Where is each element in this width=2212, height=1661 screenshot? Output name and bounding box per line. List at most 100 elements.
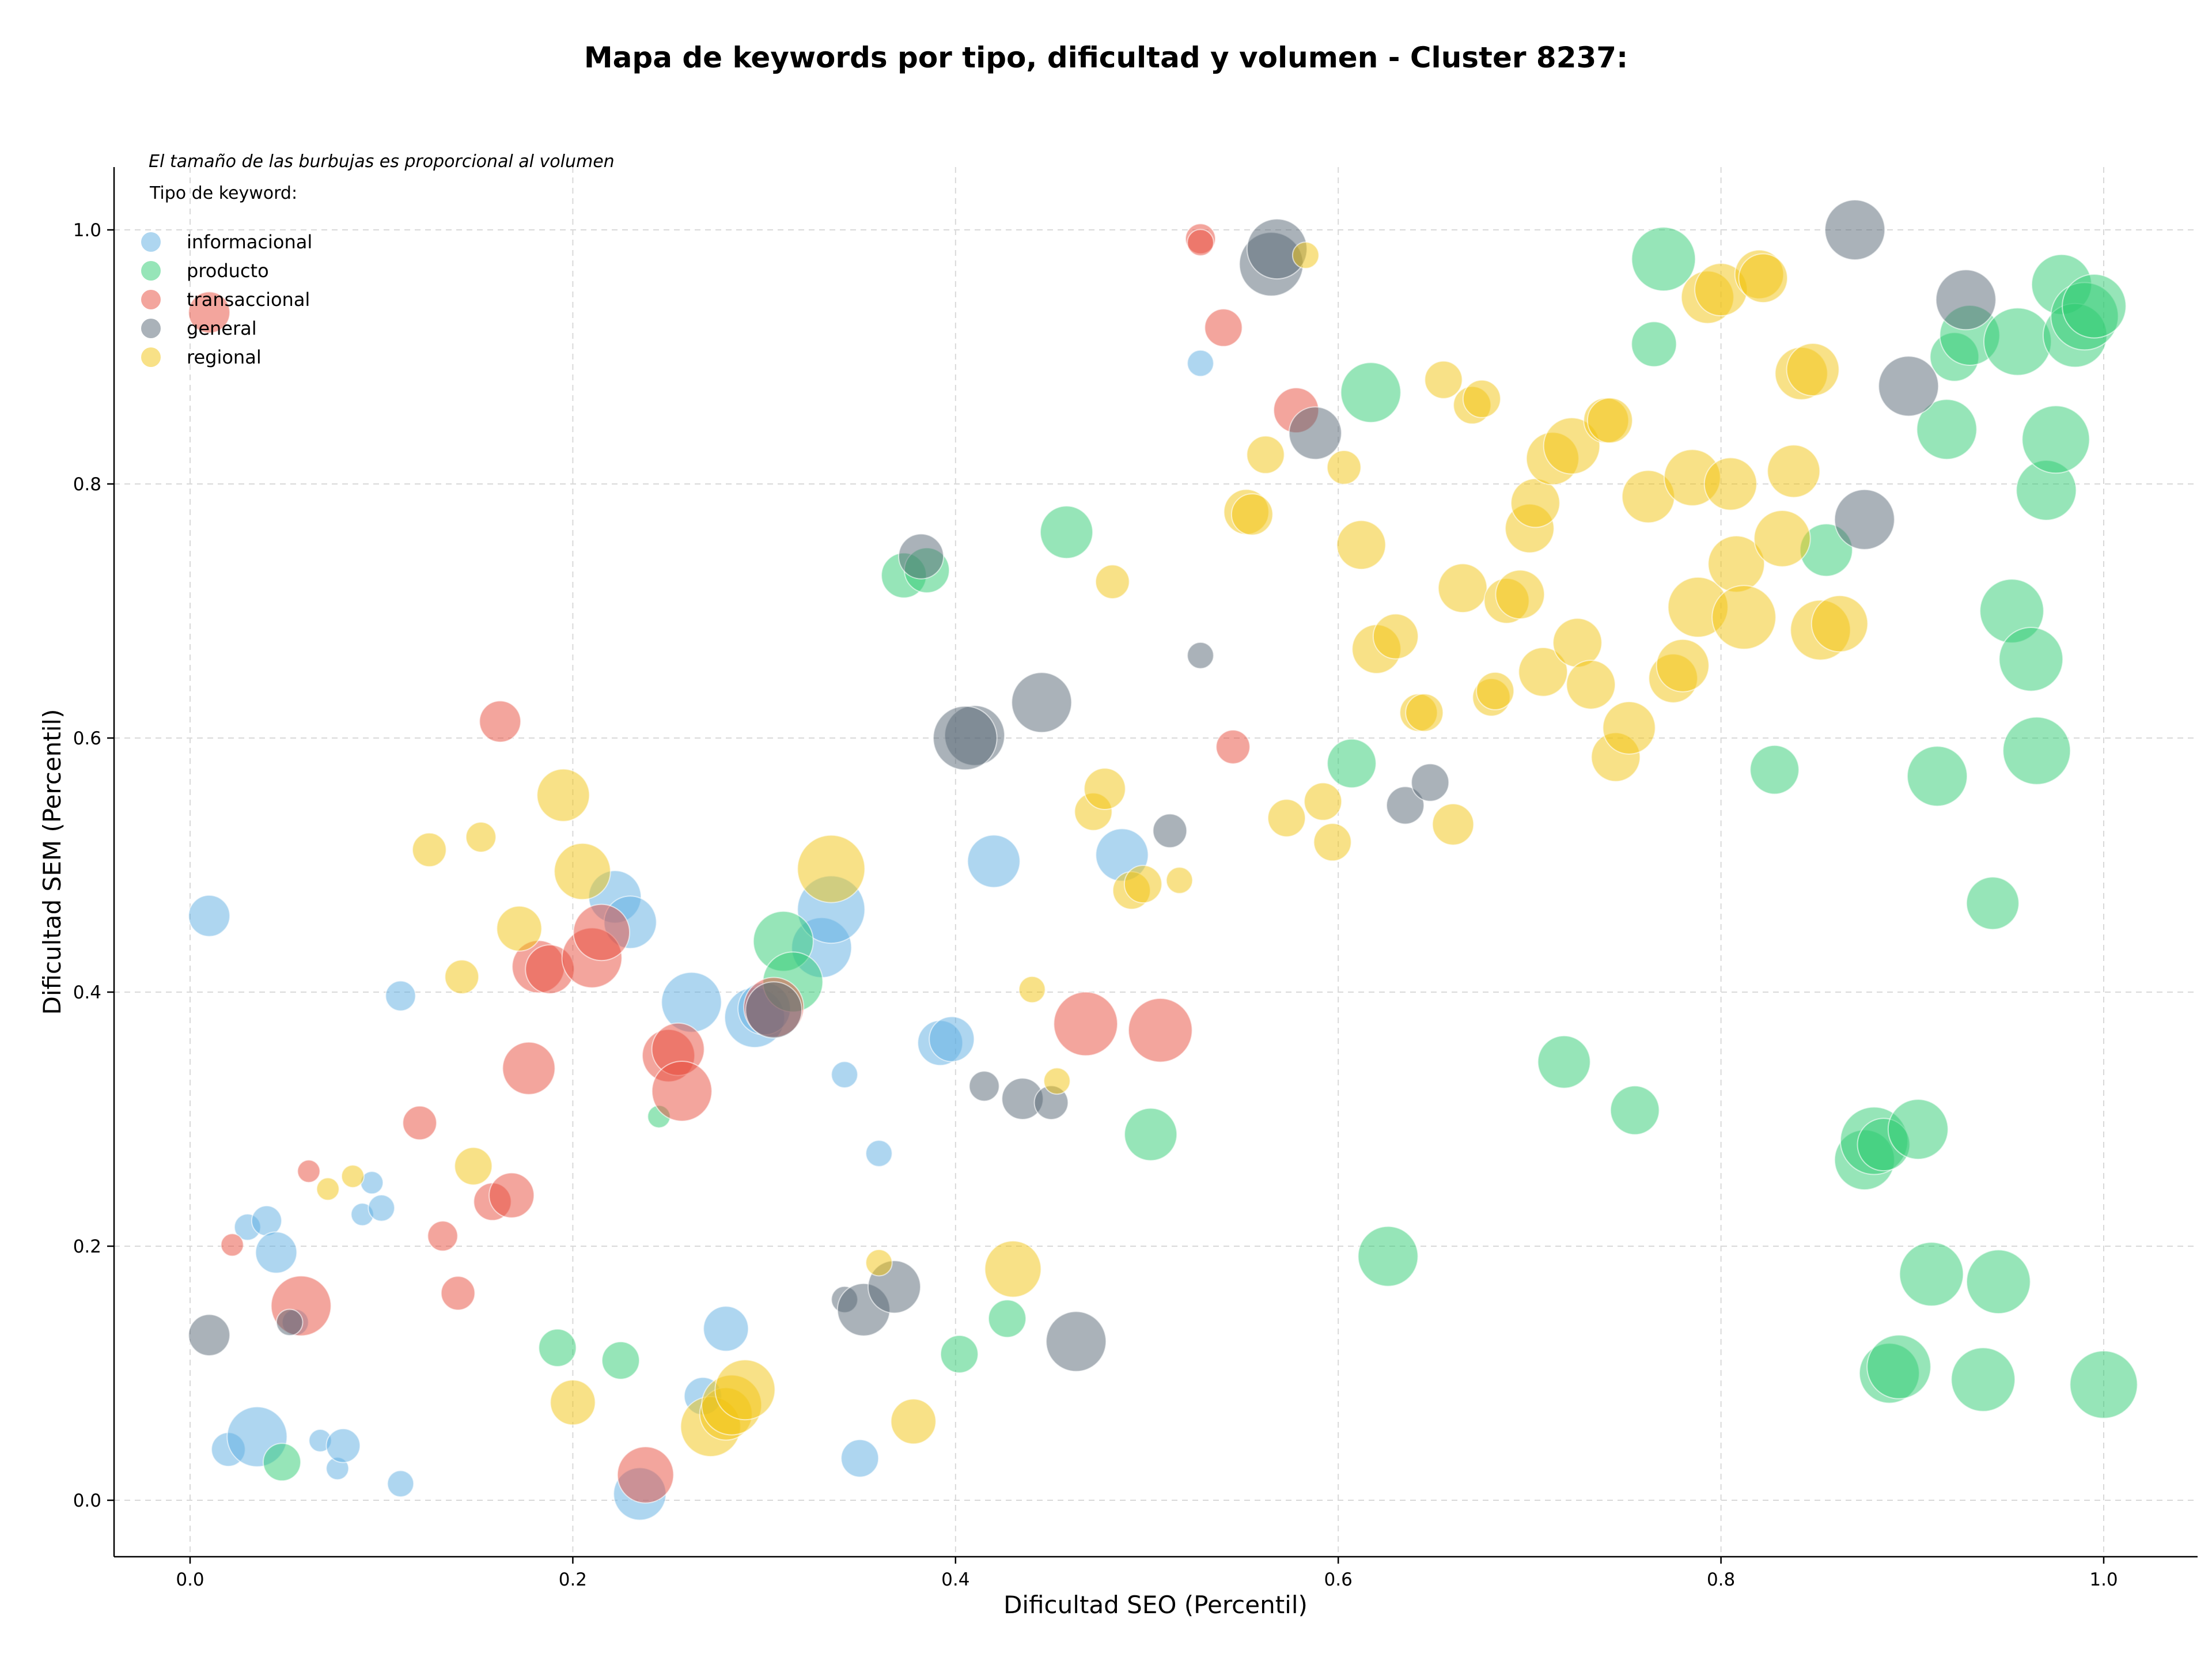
bubble-regional (1437, 563, 1488, 614)
bubble-producto (1887, 1099, 1949, 1160)
bubble-general (933, 705, 998, 771)
bubble-informacional (251, 1205, 282, 1236)
bubble-transaccional (427, 1220, 459, 1252)
bubble-informacional (967, 834, 1021, 888)
bubble-regional (1495, 569, 1546, 620)
y-axis-label: Dificultad SEM (Percentil) (38, 709, 66, 1015)
y-tick-label: 0.0 (73, 1490, 101, 1511)
bubble-producto (1357, 1225, 1419, 1287)
bubble-regional (550, 1379, 596, 1426)
bubble-regional (890, 1398, 937, 1445)
bubble-producto (1866, 1334, 1931, 1399)
series-regional (316, 241, 1869, 1458)
bubble-regional (1552, 618, 1603, 668)
bubble-general (1878, 355, 1940, 417)
legend-item-informacional: informacional (141, 231, 312, 253)
bubble-producto (2069, 1350, 2138, 1419)
bubble-producto (1899, 1242, 1964, 1307)
legend-marker (141, 232, 161, 252)
legend-title: Tipo de keyword: (149, 183, 297, 203)
bubble-general (968, 1070, 1000, 1102)
bubble-regional (412, 832, 447, 868)
bubble-transaccional (188, 291, 231, 334)
bubble-transaccional (402, 1105, 437, 1141)
legend-label: transaccional (187, 289, 310, 311)
legend: informacional producto transaccional genera… (141, 231, 312, 368)
legend-marker (141, 347, 161, 367)
bubble-general (1187, 641, 1214, 669)
bubble-regional (1304, 782, 1343, 821)
bubble-producto (1340, 362, 1402, 423)
bubble-regional (1336, 520, 1387, 570)
bubble-transaccional (502, 1041, 556, 1095)
legend-item-producto: producto (141, 260, 269, 282)
bubble-general (1824, 199, 1886, 260)
bubble-regional (1372, 613, 1419, 660)
bubble-regional (1510, 478, 1560, 528)
x-axis-label: Dificultad SEO (Percentil) (1003, 1591, 1308, 1619)
x-tick-label: 0.8 (1707, 1569, 1735, 1590)
bubble-general (1386, 786, 1425, 825)
bubble-transaccional (573, 903, 630, 962)
bubble-regional (1431, 803, 1475, 846)
bubble-regional (1043, 1067, 1071, 1095)
legend-item-regional: regional (141, 346, 262, 368)
bubble-producto (538, 1328, 577, 1367)
bubble-general (1152, 813, 1188, 849)
bubble-regional (1566, 660, 1616, 710)
bubble-regional (1267, 799, 1306, 838)
bubble-transaccional (220, 1233, 244, 1257)
bubble-producto (1749, 744, 1800, 795)
bubble-producto (1631, 226, 1696, 292)
bubble-producto (1327, 738, 1377, 789)
bubble-producto (263, 1443, 301, 1482)
bubble-regional (1313, 823, 1352, 862)
bubble-regional (1084, 767, 1126, 810)
bubble-producto (1907, 746, 1968, 807)
bubble-regional (554, 842, 611, 901)
bubble-size-note: El tamaño de las burbujas es proporciona… (149, 152, 615, 172)
bubble-regional (1165, 867, 1194, 894)
bubble-producto (2002, 716, 2071, 785)
bubble-regional (1246, 435, 1285, 474)
bubble-regional (454, 1147, 493, 1186)
legend-item-transaccional: transaccional (141, 289, 310, 311)
bubble-regional (1586, 397, 1633, 444)
bubble-producto (988, 1299, 1027, 1338)
bubble-general (745, 981, 802, 1039)
legend-marker (141, 290, 161, 309)
bubble-regional (1462, 379, 1501, 418)
bubble-informacional (255, 1231, 298, 1274)
bubble-general (1011, 672, 1073, 733)
bubble-producto (1950, 1347, 2016, 1412)
bubble-regional (1703, 457, 1758, 511)
bubble-regional (316, 1177, 340, 1201)
bubble-transaccional (616, 1446, 675, 1504)
bubble-layer (188, 199, 2138, 1521)
bubble-regional (444, 959, 480, 994)
bubble-informacional (865, 1140, 893, 1167)
x-axis-ticks: 0.0 0.2 0.4 0.6 0.8 1.0 (176, 1557, 2118, 1590)
bubble-producto (1040, 505, 1093, 559)
bubble-transaccional (297, 1159, 321, 1183)
legend-marker (141, 261, 161, 281)
bubble-transaccional (1204, 308, 1243, 347)
bubble-informacional (325, 1428, 361, 1463)
bubble-regional (714, 1359, 776, 1421)
bubble-transaccional (1215, 729, 1251, 765)
bubble-general (1834, 489, 1895, 550)
bubble-regional (1230, 493, 1274, 536)
bubble-transaccional (488, 1172, 535, 1219)
bubble-regional (865, 1248, 893, 1277)
bubble-informacional (188, 894, 231, 937)
bubble-producto (1965, 876, 2020, 930)
bubble-transaccional (440, 1276, 476, 1311)
bubble-regional (984, 1240, 1042, 1298)
bubble-producto (1966, 1249, 2031, 1314)
bubble-regional (1753, 510, 1811, 567)
x-tick-label: 0.0 (176, 1569, 204, 1590)
legend-label: producto (187, 260, 269, 282)
bubble-regional (465, 822, 497, 853)
series-transaccional (188, 223, 1320, 1504)
bubble-regional (1291, 241, 1320, 269)
